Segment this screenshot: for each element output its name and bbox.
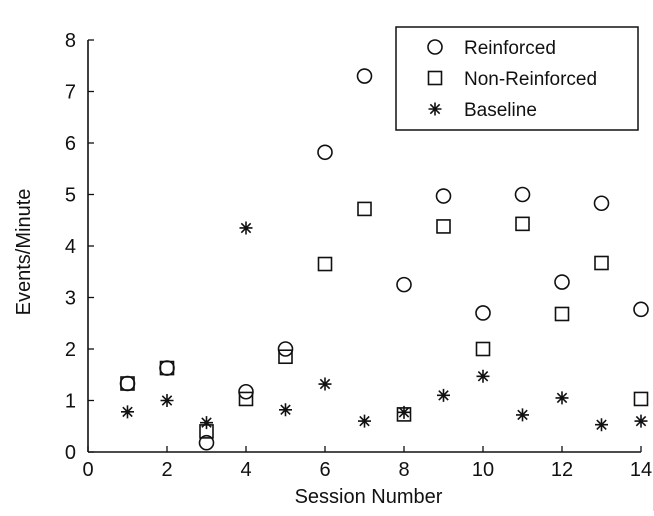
star-data-point	[160, 394, 174, 407]
square-data-point	[120, 376, 135, 391]
legend: Reinforced Non-Reinforced Baseline	[395, 26, 639, 131]
series-non-reinforced	[120, 201, 649, 439]
circle-data-point	[277, 341, 294, 357]
legend-circle-marker	[427, 39, 443, 55]
square-data-point	[475, 341, 491, 357]
circle-data-point	[356, 68, 373, 84]
star-data-point	[318, 377, 332, 391]
star-data-point	[437, 388, 450, 402]
x-tick-label: 4	[240, 459, 251, 481]
y-tick-label: 3	[65, 288, 76, 310]
y-tick-label: 1	[65, 391, 76, 413]
x-axis-label: Session Number	[295, 486, 443, 508]
x-tick-label: 2	[161, 459, 172, 481]
circle-data-point	[198, 434, 215, 451]
circle-data-point	[119, 375, 136, 392]
legend-square-marker	[427, 70, 443, 86]
x-tick-label: 8	[398, 459, 409, 481]
circle-data-point	[475, 305, 491, 321]
y-tick-label: 2	[65, 339, 76, 361]
square-data-point	[633, 391, 649, 407]
legend-label: Reinforced	[464, 38, 556, 59]
square-data-point	[594, 255, 609, 271]
circle-data-point	[317, 144, 333, 161]
legend-label: Baseline	[464, 100, 537, 121]
square-data-point	[436, 219, 451, 234]
y-axis-label: Events/Minute	[13, 189, 35, 316]
y-tick-label: 6	[65, 133, 76, 155]
star-data-point	[516, 408, 529, 422]
circle-data-point	[435, 188, 452, 204]
square-data-point	[357, 201, 372, 217]
star-data-point	[595, 418, 608, 432]
x-tick-label: 10	[472, 459, 494, 481]
y-tick-label: 0	[65, 442, 76, 464]
circle-data-point	[593, 195, 610, 212]
star-data-point	[555, 391, 569, 405]
x-tick-label: 6	[319, 459, 330, 481]
y-tick-label: 8	[65, 30, 76, 52]
y-tick-label: 4	[65, 236, 76, 258]
y-tick-label: 7	[65, 82, 76, 104]
x-tick-label: 14	[630, 459, 652, 481]
star-data-point	[239, 221, 253, 235]
star-data-point	[358, 414, 371, 428]
y-tick-label: 5	[65, 185, 76, 207]
legend-star-marker	[428, 102, 442, 116]
circle-data-point	[396, 276, 412, 293]
x-tick-label: 12	[551, 459, 573, 481]
series-baseline	[121, 221, 648, 432]
legend-label: Non-Reinforced	[464, 69, 597, 90]
star-data-point	[200, 416, 213, 430]
star-data-point	[279, 403, 292, 417]
star-data-point	[634, 414, 648, 428]
circle-data-point	[633, 301, 649, 318]
x-tick-label: 0	[82, 459, 93, 481]
square-data-point	[278, 349, 293, 365]
star-data-point	[397, 405, 411, 419]
star-data-point	[476, 369, 490, 383]
legend-box	[395, 26, 639, 131]
square-data-point	[317, 256, 333, 272]
square-data-point	[554, 306, 570, 322]
star-data-point	[121, 405, 134, 419]
square-data-point	[238, 391, 254, 407]
circle-data-point	[554, 274, 570, 290]
square-data-point	[515, 216, 530, 232]
square-data-point	[159, 360, 175, 376]
circle-data-point	[514, 186, 531, 203]
circle-data-point	[159, 360, 175, 376]
